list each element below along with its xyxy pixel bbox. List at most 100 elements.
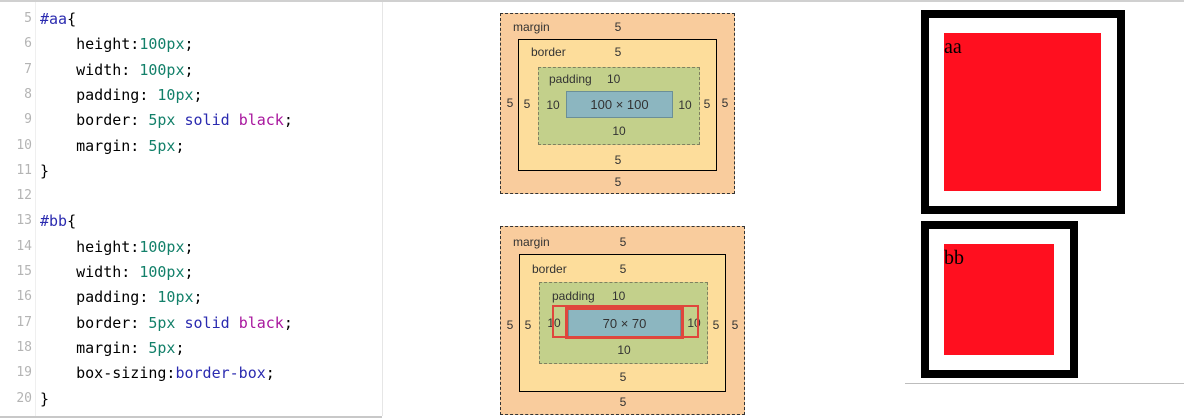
code-line[interactable]: 5 #aa{ [0,6,382,32]
margin-top-value: 5 [614,20,622,34]
code-text: } [40,158,49,184]
code-token [230,314,239,332]
highlight-inner-stroke [565,307,684,339]
padding-label: padding [552,289,595,303]
code-token: ; [193,85,203,104]
boxmodel-aa-content[interactable]: 100 × 100 [566,91,673,118]
code-token: height: [40,35,140,54]
code-line[interactable]: 14 height:100px; [0,234,382,260]
line-number: 14 [16,238,32,254]
line-number: 18 [16,339,32,355]
code-line[interactable]: 19 box-sizing:border-box; [0,360,382,386]
code-token: ; [184,237,194,256]
code-token [175,314,184,332]
border-left-value: 5 [523,97,531,111]
code-text: box-sizing:border-box; [40,360,275,386]
code-token: ; [184,35,194,54]
code-line[interactable]: 7 width: 100px; [0,57,382,83]
margin-right-value: 5 [721,96,729,110]
code-token: ; [283,111,293,130]
code-line[interactable]: 11} [0,158,382,184]
code-text: #bb{ [40,208,76,234]
code-token: ; [184,263,194,281]
code-token: margin: [40,338,149,357]
code-text: } [40,386,49,412]
result-baseline [905,383,1184,384]
rendered-bb-label: bb [944,247,964,269]
code-token: box-sizing: [40,364,176,383]
code-token: 10px [157,85,194,104]
boxmodel-bb-border[interactable]: border 5 5 5 5 padding 10 10 10 10 70 × … [519,254,726,392]
border-label: border [531,45,566,59]
code-token: ; [265,364,275,383]
line-number: 15 [16,264,32,279]
margin-top-value: 5 [619,235,627,249]
code-token: border: [40,313,149,332]
line-number: 13 [16,213,32,229]
rendered-aa-content [944,33,1101,191]
code-token: padding: [40,288,158,307]
border-left-value: 5 [524,318,532,332]
boxmodel-bb-margin[interactable]: margin 5 5 5 5 border 5 5 5 5 padding 10… [500,226,745,415]
code-line[interactable]: 8 padding: 10px; [0,82,382,108]
code-token: black [238,313,284,332]
code-token: { [67,212,77,231]
line-number: 16 [16,289,32,305]
code-line[interactable]: 17 border: 5px solid black; [0,310,382,336]
padding-left-value: 10 [546,98,560,112]
padding-bottom-value: 10 [617,343,631,357]
border-bottom-value: 5 [619,370,627,384]
line-number: 12 [16,188,32,204]
line-number: 6 [24,36,32,52]
code-token: black [238,111,284,130]
code-line[interactable]: 15 width: 100px; [0,259,382,285]
rendered-bb-content [944,244,1054,355]
code-token: 100px [139,35,185,54]
code-token: 100px [139,263,185,281]
code-token: ; [175,136,185,155]
margin-label: margin [513,20,550,34]
rendered-aa-label: aa [944,36,962,58]
boxmodel-aa-margin[interactable]: margin 5 5 5 5 border 5 5 5 5 padding 10… [500,13,735,194]
code-token: ; [184,60,194,79]
code-token: #bb [40,212,68,231]
code-token: border: [40,111,149,130]
line-number: 17 [16,314,32,330]
code-line[interactable]: 9 border: 5px solid black; [0,107,382,133]
code-line[interactable]: 13 #bb{ [0,208,382,234]
code-text: width: 100px; [40,259,194,285]
line-number: 9 [24,112,32,128]
top-divider [0,0,1184,2]
margin-bottom-value: 5 [614,175,622,189]
line-number: 8 [24,86,32,102]
code-token: 5px [148,136,176,155]
code-line[interactable]: 20} [0,386,382,412]
gutter-separator [35,2,36,416]
code-token: solid [184,313,230,332]
boxmodel-aa-border[interactable]: border 5 5 5 5 padding 10 10 10 10 100 ×… [518,39,717,171]
code-text: width: 100px; [40,57,194,83]
boxmodel-bb-padding[interactable]: padding 10 10 10 10 70 × 70 [539,282,708,364]
line-number: 7 [24,61,32,77]
code-text: margin: 5px; [40,133,185,159]
boxmodel-aa-padding[interactable]: padding 10 10 10 10 100 × 100 [538,67,700,145]
line-number: 10 [16,137,32,153]
code-token: solid [184,111,230,130]
code-token: ; [175,338,185,357]
code-line[interactable]: 10 margin: 5px; [0,133,382,159]
code-text: padding: 10px; [40,284,202,310]
border-right-value: 5 [703,97,711,111]
code-token: 10px [157,288,194,307]
code-line[interactable]: 6 height:100px; [0,31,382,57]
code-token: 5px [148,313,176,332]
code-token [230,111,239,129]
code-token: padding: [40,85,158,104]
code-token: 5px [148,338,176,357]
code-editor[interactable]: 5 #aa{6 height:100px; 7 width: 100px; 8 pad… [0,2,383,416]
code-text: height:100px; [40,234,194,260]
code-text: height:100px; [40,31,194,57]
code-line[interactable]: 18 margin: 5px; [0,335,382,361]
code-line[interactable]: 16 padding: 10px; [0,284,382,310]
line-number: 5 [24,11,32,26]
code-line[interactable]: 12 [0,183,382,209]
